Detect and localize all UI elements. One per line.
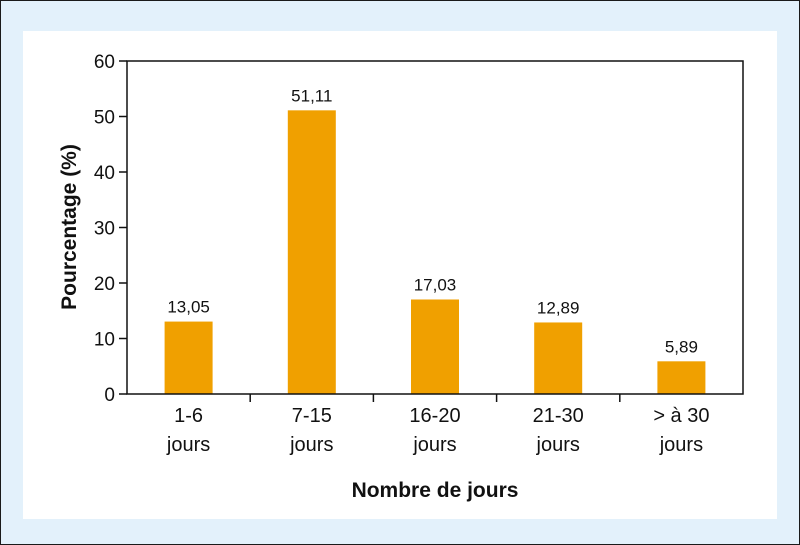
- bar: [534, 322, 583, 394]
- y-tick-label: 50: [94, 108, 115, 129]
- x-category-label: 21-30: [533, 405, 584, 427]
- value-label: 12,89: [537, 298, 580, 317]
- y-tick-label: 10: [94, 330, 115, 351]
- x-axis-categories: 1-6 jours 7-15 jours 16-20 jours 21-30 jours > à…: [166, 394, 709, 456]
- y-tick-label: 40: [94, 163, 115, 184]
- value-label: 5,89: [665, 337, 698, 356]
- value-label: 51,11: [291, 86, 332, 105]
- x-category-label: 16-20: [409, 405, 460, 427]
- chart-panel: [23, 31, 777, 519]
- bar: [411, 299, 459, 394]
- x-axis-title: Nombre de jours: [352, 479, 519, 502]
- x-category-label: jours: [659, 434, 703, 456]
- y-tick-label: 30: [94, 219, 115, 240]
- bar: [287, 110, 336, 394]
- value-label: 17,03: [414, 275, 457, 294]
- x-category-label: > à 30: [653, 405, 709, 427]
- y-tick-label: 0: [104, 385, 115, 406]
- y-tick-label: 60: [94, 52, 115, 73]
- y-axis-title: Pourcentage (%): [58, 144, 81, 310]
- value-labels: 13,05 51,11 17,03 12,89 5,89: [167, 86, 698, 356]
- plot-area-border: [126, 60, 744, 395]
- x-category-label: jours: [166, 434, 210, 456]
- bar: [657, 361, 706, 394]
- x-category-label: 1-6: [174, 405, 203, 427]
- x-category-label: jours: [536, 434, 580, 456]
- x-category-label: 7-15: [292, 405, 332, 427]
- value-label: 13,05: [167, 298, 210, 317]
- x-category-label: jours: [289, 434, 333, 456]
- y-axis-ticks: 0 10 20 30 40 50 60: [94, 52, 127, 406]
- bars: [164, 110, 706, 394]
- x-category-label: jours: [412, 434, 456, 456]
- bar: [164, 321, 213, 394]
- y-tick-label: 20: [94, 274, 115, 295]
